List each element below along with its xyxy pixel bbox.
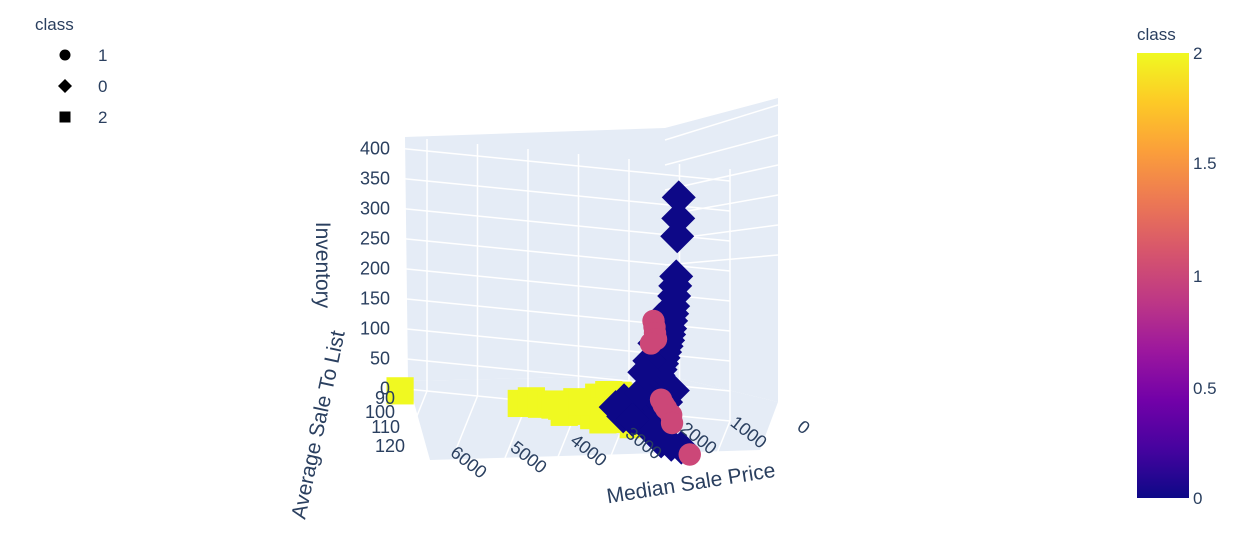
gridline-side — [664, 134, 779, 166]
z-axis-title: Inventory — [311, 222, 334, 309]
colorbar-tick-label: 2 — [1193, 44, 1202, 63]
colorbar-tick-label: 0 — [1193, 489, 1202, 508]
gridline-side — [664, 254, 779, 266]
legend-title: class — [35, 15, 74, 34]
z-tick-label: 400 — [360, 139, 390, 159]
colorbar-tick-label: 1.5 — [1193, 154, 1217, 173]
z-tick-label: 50 — [370, 349, 390, 369]
gridline-floor — [451, 395, 479, 459]
legend: class 1 0 2 — [35, 15, 107, 127]
data-point-class-0 — [627, 355, 662, 390]
data-point-class-0 — [623, 375, 658, 410]
y-tick-label: 110 — [371, 417, 400, 437]
legend-marker-circle-icon[interactable] — [59, 49, 71, 61]
legend-item-label[interactable]: 2 — [98, 108, 107, 127]
x-axis-title: Median Sale Price — [605, 459, 777, 508]
legend-marker-diamond-icon[interactable] — [58, 79, 72, 93]
legend-item-label[interactable]: 0 — [98, 77, 107, 96]
z-tick-label: 100 — [360, 319, 390, 339]
gridline-z — [401, 147, 731, 182]
colorbar-gradient — [1137, 53, 1189, 498]
data-point-class-2 — [386, 377, 414, 405]
colorbar-title: class — [1137, 25, 1176, 44]
data-point-class-0 — [661, 180, 696, 215]
legend-marker-square-icon[interactable] — [59, 111, 71, 123]
gridline-floor — [704, 420, 731, 484]
y-tick-label: 100 — [365, 402, 395, 422]
side-panel — [665, 98, 778, 402]
gridline-side — [664, 104, 779, 141]
y-axis-title: Average Sale To List — [287, 328, 349, 521]
x-tick-label: 0 — [794, 416, 814, 438]
legend-item-label[interactable]: 1 — [98, 46, 107, 65]
colorbar: class 2 1.5 1 0.5 0 — [1137, 25, 1217, 508]
y-tick-label: 120 — [375, 436, 405, 456]
back-panel — [405, 128, 665, 381]
grid-panels — [401, 98, 779, 484]
y-tick-label: 90 — [375, 388, 395, 408]
z-tick-label: 150 — [360, 289, 390, 309]
colorbar-tick-label: 0.5 — [1193, 379, 1217, 398]
z-tick-label: 350 — [360, 169, 390, 189]
data-point-class-2 — [541, 391, 569, 419]
z-tick-label: 300 — [360, 199, 390, 219]
data-point-class-1 — [678, 443, 701, 466]
z-tick-label: 200 — [360, 259, 390, 279]
colorbar-tick-label: 1 — [1193, 267, 1202, 286]
z-tick-label: 0 — [380, 379, 390, 399]
data-point-class-0 — [660, 219, 695, 254]
z-tick-label: 250 — [360, 229, 390, 249]
data-points — [386, 180, 701, 466]
gridline-floor — [401, 390, 428, 454]
data-point-class-0 — [615, 402, 650, 437]
data-point-class-1 — [660, 411, 684, 435]
data-point-class-1 — [639, 332, 663, 355]
